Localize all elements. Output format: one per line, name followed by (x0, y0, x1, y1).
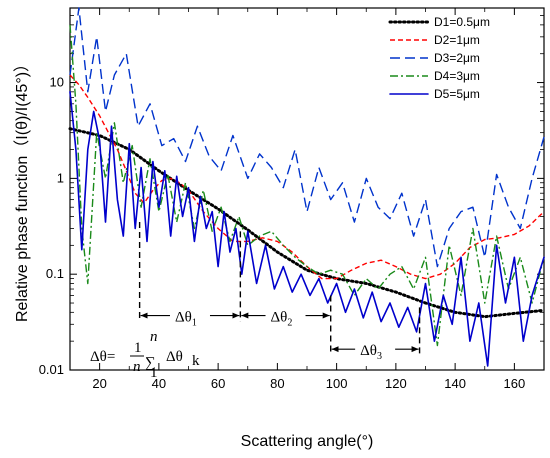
formula-sum-top: n (150, 329, 158, 345)
y-tick-label: 1 (57, 170, 64, 185)
legend-label-4: D4=3μm (434, 69, 480, 83)
x-axis-title: Scattering angle(°) (241, 433, 374, 450)
annotation-layer: Δθ1 Δθ2 Δθ3 (138, 222, 421, 362)
formula-sum-bottom: 1 (150, 365, 158, 381)
formula-fraction-denominator: n (133, 359, 141, 375)
x-axis-ticks: 20 40 60 80 100 120 140 160 (69, 8, 545, 391)
legend-label-1: D1=0.5μm (434, 15, 490, 29)
x-tick-label: 20 (92, 376, 106, 391)
legend-label-3: D3=2μm (434, 51, 480, 65)
x-tick-label: 40 (152, 376, 166, 391)
y-tick-label: 10 (50, 75, 64, 90)
formula-fraction-numerator: 1 (134, 340, 142, 356)
bracket-label-3: Δθ3 (360, 343, 382, 362)
series-line-4 (69, 24, 545, 347)
x-tick-label: 140 (444, 376, 466, 391)
y-tick-label: 0.01 (39, 362, 64, 377)
x-tick-label: 120 (385, 376, 407, 391)
y-axis-title: Relative phase function（I(θ)/I(45°)） (13, 56, 31, 322)
series-line-3 (69, 7, 545, 268)
plot-area (69, 7, 545, 371)
delta-theta-formula: Δθ= 1 n n ∑ 1 Δθ k (90, 329, 200, 381)
series-line-1 (68, 127, 546, 319)
x-tick-label: 80 (270, 376, 284, 391)
y-tick-label: 0.1 (46, 266, 64, 281)
formula-sum-symbol: ∑ (145, 355, 156, 371)
y-axis-ticks: 0.01 0.1 1 10 (39, 7, 544, 377)
bracket-label-2: Δθ2 (271, 310, 293, 329)
x-tick-label: 60 (211, 376, 225, 391)
series-line-5 (69, 91, 545, 367)
legend-label-2: D2=1μm (434, 33, 480, 47)
bracket-label-1: Δθ1 (175, 310, 197, 329)
x-tick-label: 100 (326, 376, 348, 391)
formula-lhs: Δθ= (90, 349, 115, 365)
x-tick-label: 160 (504, 376, 526, 391)
legend-label-5: D5=5μm (434, 87, 480, 101)
formula-term: Δθ (166, 349, 183, 365)
legend: D1=0.5μm D2=1μm D3=2μm D4=3μm D5=5μm (388, 15, 490, 101)
formula-term-subscript: k (192, 353, 200, 369)
series-layer (68, 7, 546, 367)
